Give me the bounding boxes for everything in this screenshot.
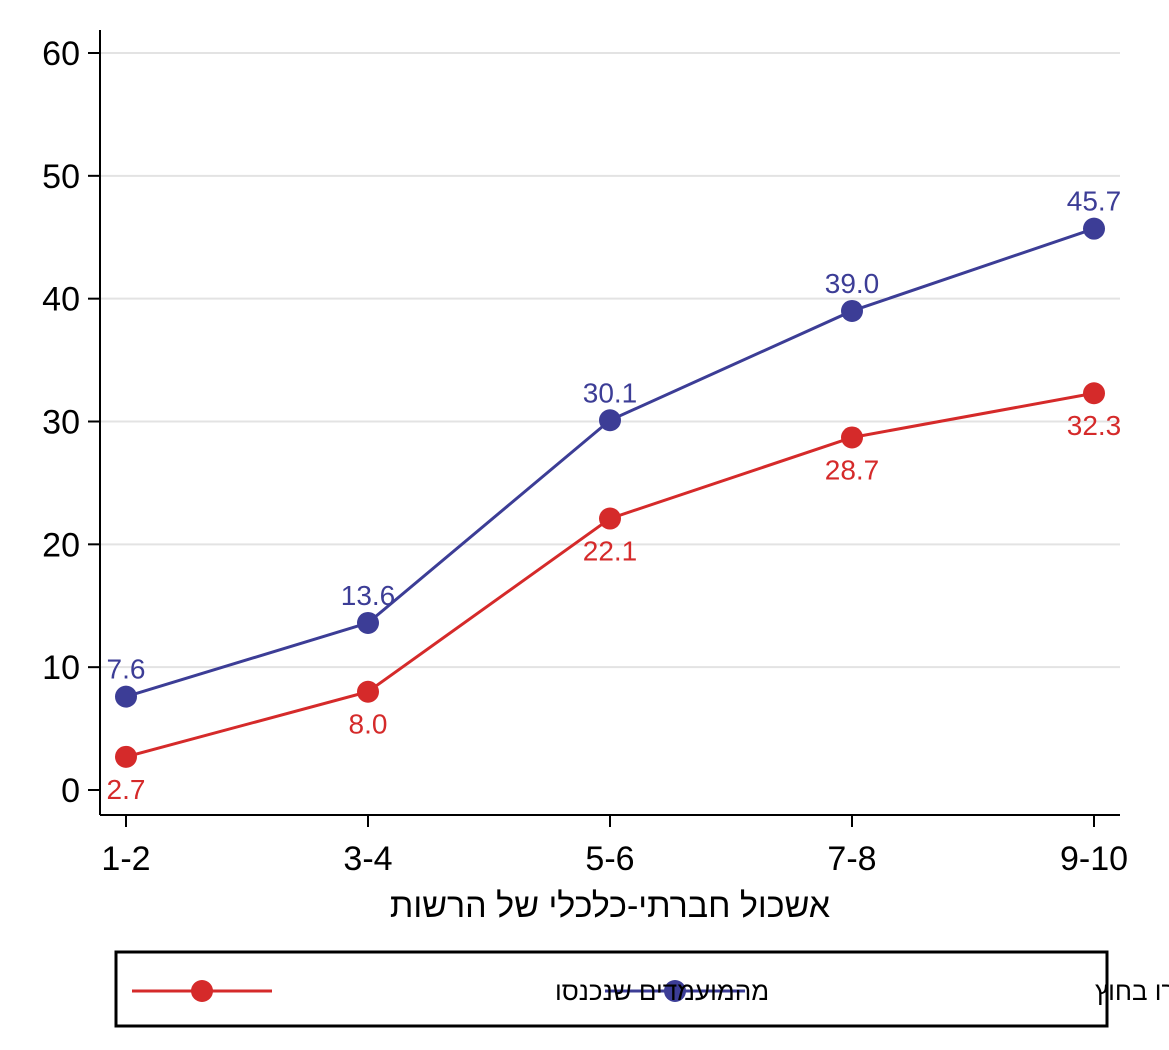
data-point — [357, 680, 379, 703]
x-tick-label: 9-10 — [1060, 840, 1128, 878]
legend-swatch-marker-admitted — [191, 980, 213, 1002]
data-label: 30.1 — [583, 377, 638, 408]
data-point — [1083, 217, 1105, 240]
data-point — [599, 507, 621, 530]
legend: מהמועמדים שנותרו בחוץ מהמועמדים שנכנסו — [114, 950, 1169, 1028]
data-point — [115, 685, 137, 708]
data-label: 32.3 — [1067, 410, 1122, 441]
legend-swatch-marker-outside — [664, 980, 686, 1002]
legend-label-admitted: מהמועמדים שנכנסו — [555, 976, 769, 1006]
series: 7.6 13.6 30.1 39.0 45.7 2.7 8.0 22.1 28.7 32.3 — [107, 186, 1122, 805]
data-point — [1083, 382, 1105, 405]
data-label: 8.0 — [349, 709, 388, 740]
x-ticks: 1-2 3-4 5-6 7-8 9-10 — [101, 815, 1128, 878]
gridlines — [100, 52, 1120, 669]
x-tick-label: 5-6 — [585, 840, 634, 878]
series-0: 7.6 13.6 30.1 39.0 45.7 — [107, 186, 1122, 708]
legend-box — [114, 950, 1109, 1028]
data-point — [599, 409, 621, 432]
y-tick-label: 30 — [42, 404, 80, 442]
data-label: 22.1 — [583, 536, 638, 567]
x-tick-label: 3-4 — [343, 840, 392, 878]
y-tick-label: 0 — [61, 772, 80, 810]
data-point — [841, 426, 863, 449]
x-tick-label: 1-2 — [101, 840, 150, 878]
y-ticks: 0 10 20 30 40 50 60 — [42, 35, 100, 810]
data-label: 13.6 — [341, 580, 396, 611]
data-label: 45.7 — [1067, 186, 1122, 217]
series-line — [125, 391, 1095, 759]
legend-label-outside: מהמועמדים שנותרו בחוץ — [1095, 976, 1169, 1006]
data-point — [357, 611, 379, 634]
x-tick-label: 7-8 — [827, 840, 876, 878]
y-tick-label: 10 — [42, 649, 80, 687]
data-point — [841, 299, 863, 322]
x-axis-title: אשכול חברתי-כלכלי של הרשות — [390, 887, 830, 925]
y-tick-label: 20 — [42, 526, 80, 564]
y-tick-label: 60 — [42, 35, 80, 73]
series-1: 2.7 8.0 22.1 28.7 32.3 — [107, 382, 1122, 805]
y-tick-label: 50 — [42, 158, 80, 196]
data-label: 7.6 — [107, 654, 146, 685]
data-point — [115, 745, 137, 768]
data-label: 39.0 — [825, 268, 880, 299]
data-label: 28.7 — [825, 454, 880, 485]
y-tick-label: 40 — [42, 281, 80, 319]
data-label: 2.7 — [107, 774, 146, 805]
